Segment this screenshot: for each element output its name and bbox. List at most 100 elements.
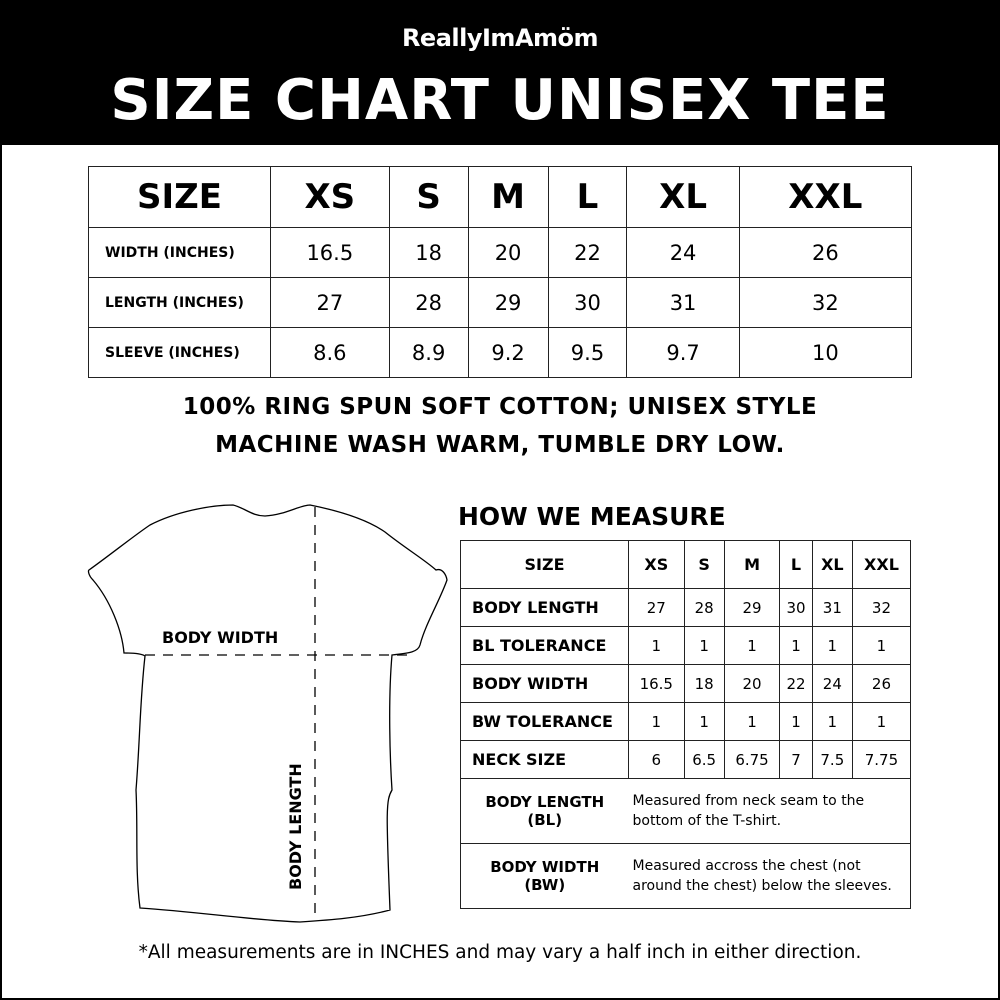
value-cell: 16.5	[270, 227, 390, 278]
header-banner: ReallyImAmöm SIZE CHART UNISEX TEE	[0, 0, 1000, 145]
value-cell: 18	[683, 664, 725, 703]
value-cell: 1	[723, 702, 781, 741]
header-cell: M	[723, 540, 781, 589]
value-cell: 1	[851, 702, 912, 741]
value-cell: 1	[811, 626, 853, 665]
footer-disclaimer: *All measurements are in INCHES and may …	[138, 942, 862, 963]
value-cell: 29	[723, 588, 781, 627]
value-cell: 1	[723, 626, 781, 665]
value-cell: 1	[628, 702, 685, 741]
header-cell: M	[467, 166, 549, 228]
value-cell: 1	[779, 626, 813, 665]
fabric-note: 100% RING SPUN SOFT COTTON; UNISEX STYLE	[182, 394, 818, 420]
definition-desc: Measured from neck seam to the bottom of …	[628, 778, 911, 844]
definition-row: BODY WIDTH (BW) Measured accross the chest…	[460, 843, 911, 909]
value-cell: 6	[628, 740, 685, 779]
how-we-measure-title: HOW WE MEASURE	[458, 502, 726, 531]
value-cell: 6.75	[723, 740, 781, 779]
definition-row: BODY LENGTH (BL) Measured from neck seam t…	[460, 778, 911, 844]
row-label: BW TOLERANCE	[460, 702, 629, 741]
value-cell: 1	[683, 702, 725, 741]
value-cell: 28	[683, 588, 725, 627]
header-cell: XXL	[851, 540, 912, 589]
row-label: BODY WIDTH	[460, 664, 629, 703]
desc-line: Measured accross the chest (not	[632, 858, 861, 874]
header-cell: SIZE	[460, 540, 629, 589]
value-cell: 1	[683, 626, 725, 665]
header-cell: XS	[270, 166, 390, 228]
page-frame	[0, 145, 1000, 1000]
header-cell: XL	[626, 166, 740, 228]
value-cell: 8.6	[270, 327, 390, 378]
value-cell: 1	[628, 626, 685, 665]
table-row: BW TOLERANCE 1 1 1 1 1 1	[460, 702, 912, 741]
brand-logo: ReallyImAmöm	[401, 24, 599, 52]
header-cell: XXL	[738, 166, 913, 228]
table-row: SLEEVE (INCHES) 8.6 8.9 9.2 9.5 9.7 10	[88, 327, 913, 378]
value-cell: 20	[467, 227, 549, 278]
value-cell: 1	[811, 702, 853, 741]
value-cell: 20	[723, 664, 781, 703]
size-table: SIZE XS S M L XL XXL WIDTH (INCHES) 16.5 1…	[88, 166, 913, 378]
value-cell: 1	[779, 702, 813, 741]
measure-table: SIZE XS S M L XL XXL BODY LENGTH 27 28 29 30…	[460, 540, 912, 909]
value-cell: 16.5	[628, 664, 685, 703]
table-row: NECK SIZE 6 6.5 6.75 7 7.5 7.75	[460, 740, 912, 779]
value-cell: 27	[270, 277, 390, 328]
value-cell: 22	[547, 227, 628, 278]
value-cell: 9.2	[467, 327, 549, 378]
value-cell: 7.5	[811, 740, 853, 779]
desc-line: Measured from neck seam to the	[632, 793, 865, 809]
value-cell: 24	[811, 664, 853, 703]
value-cell: 10	[738, 327, 913, 378]
term-abbr: (BL)	[527, 811, 563, 829]
desc-line: bottom of the T-shirt.	[632, 813, 782, 829]
value-cell: 18	[388, 227, 469, 278]
header-cell: L	[547, 166, 628, 228]
value-cell: 7.75	[851, 740, 912, 779]
value-cell: 31	[811, 588, 853, 627]
value-cell: 8.9	[388, 327, 469, 378]
value-cell: 27	[628, 588, 685, 627]
row-label: NECK SIZE	[460, 740, 629, 779]
value-cell: 26	[851, 664, 912, 703]
row-label: LENGTH (INCHES)	[88, 277, 271, 328]
header-cell: XS	[628, 540, 685, 589]
definition-term: BODY WIDTH (BW)	[460, 843, 629, 909]
definition-term: BODY LENGTH (BL)	[460, 778, 629, 844]
body-width-label: BODY WIDTH	[162, 628, 279, 647]
value-cell: 31	[626, 277, 740, 328]
tshirt-outline	[87, 504, 448, 923]
page-title: SIZE CHART UNISEX TEE	[110, 68, 890, 133]
table-row: WIDTH (INCHES) 16.5 18 20 22 24 26	[88, 227, 913, 278]
body-length-label: BODY LENGTH	[286, 763, 305, 890]
care-note: MACHINE WASH WARM, TUMBLE DRY LOW.	[215, 432, 785, 458]
header-cell: L	[779, 540, 813, 589]
header-cell: S	[683, 540, 725, 589]
value-cell: 22	[779, 664, 813, 703]
value-cell: 32	[851, 588, 912, 627]
definition-desc: Measured accross the chest (not around th…	[628, 843, 911, 909]
row-label: BL TOLERANCE	[460, 626, 629, 665]
table-row: LENGTH (INCHES) 27 28 29 30 31 32	[88, 277, 913, 328]
measure-table-header: SIZE XS S M L XL XXL	[460, 540, 912, 589]
value-cell: 7	[779, 740, 813, 779]
size-table-header: SIZE XS S M L XL XXL	[88, 166, 913, 228]
value-cell: 6.5	[683, 740, 725, 779]
term-name: BODY LENGTH	[485, 793, 605, 811]
term-name: BODY WIDTH	[490, 858, 600, 876]
header-cell: S	[388, 166, 469, 228]
value-cell: 28	[388, 277, 469, 328]
desc-line: around the chest) below the sleeves.	[632, 878, 892, 894]
table-row: BL TOLERANCE 1 1 1 1 1 1	[460, 626, 912, 665]
row-label: BODY LENGTH	[460, 588, 629, 627]
term-abbr: (BW)	[524, 876, 566, 894]
row-label: WIDTH (INCHES)	[88, 227, 271, 278]
table-row: BODY WIDTH 16.5 18 20 22 24 26	[460, 664, 912, 703]
value-cell: 9.5	[547, 327, 628, 378]
table-row: BODY LENGTH 27 28 29 30 31 32	[460, 588, 912, 627]
header-cell: XL	[811, 540, 853, 589]
value-cell: 30	[779, 588, 813, 627]
value-cell: 1	[851, 626, 912, 665]
